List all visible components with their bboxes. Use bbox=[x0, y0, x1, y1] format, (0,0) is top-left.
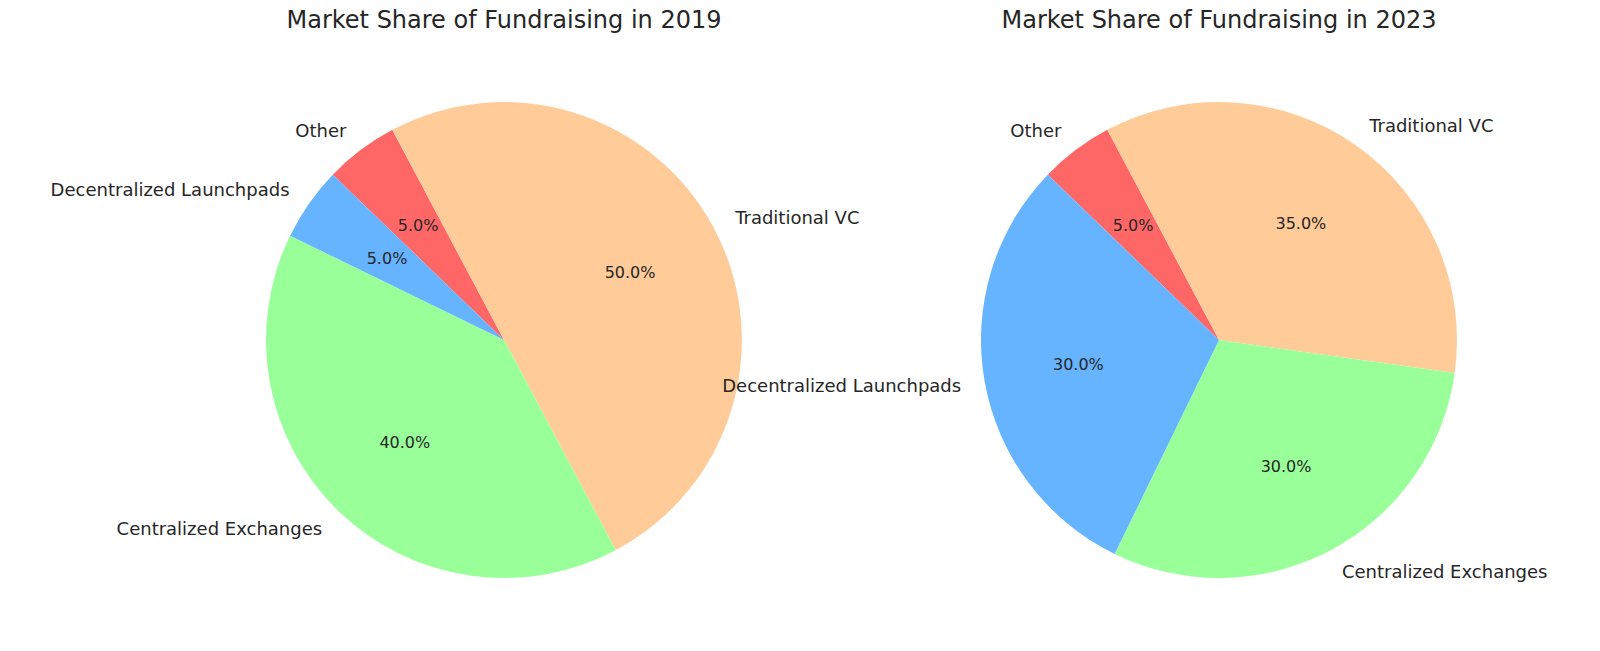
svg-text:Decentralized Launchpads: Decentralized Launchpads bbox=[51, 179, 290, 200]
svg-text:Traditional VC: Traditional VC bbox=[1368, 115, 1493, 136]
svg-text:35.0%: 35.0% bbox=[1275, 214, 1326, 233]
html-text:Market Share of Fundraising in: Market Share of Fundraising in 2023 bbox=[1001, 6, 1437, 34]
html-text:Market Share of Fundraising in: Market Share of Fundraising in 2019 bbox=[286, 6, 722, 34]
svg-text:Other: Other bbox=[1010, 120, 1062, 141]
svg-text:5.0%: 5.0% bbox=[367, 249, 408, 268]
svg-text:Other: Other bbox=[295, 120, 347, 141]
svg-text:30.0%: 30.0% bbox=[1261, 457, 1312, 476]
svg-text:5.0%: 5.0% bbox=[1113, 216, 1154, 235]
svg-text:30.0%: 30.0% bbox=[1053, 355, 1104, 374]
svg-text:Centralized Exchanges: Centralized Exchanges bbox=[117, 518, 323, 539]
svg-text:5.0%: 5.0% bbox=[398, 216, 439, 235]
svg-text:40.0%: 40.0% bbox=[379, 433, 430, 452]
svg-text:Traditional VC: Traditional VC bbox=[734, 207, 859, 228]
svg-text:50.0%: 50.0% bbox=[605, 263, 656, 282]
svg-text:Decentralized Launchpads: Decentralized Launchpads bbox=[722, 375, 961, 396]
svg-text:Centralized Exchanges: Centralized Exchanges bbox=[1342, 561, 1548, 582]
